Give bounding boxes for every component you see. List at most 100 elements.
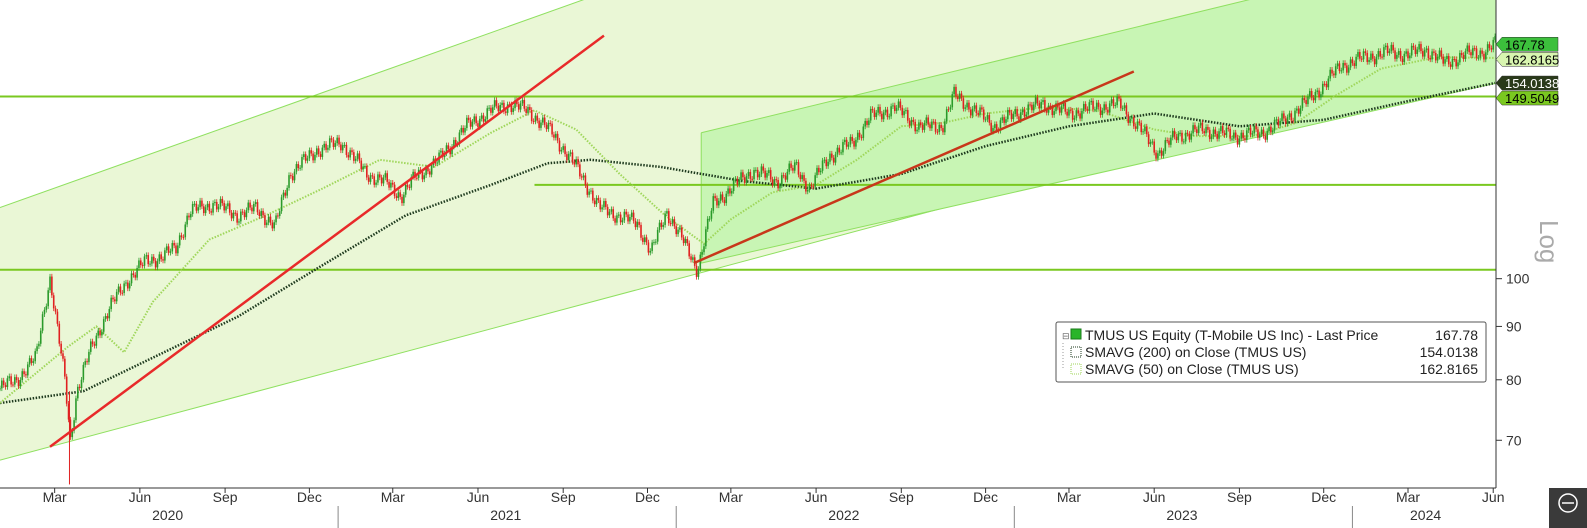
candle xyxy=(1368,59,1370,62)
candle xyxy=(964,107,967,109)
candle xyxy=(1331,69,1333,74)
candle xyxy=(486,108,489,120)
candle xyxy=(1283,113,1285,119)
candle xyxy=(1214,129,1217,134)
candle xyxy=(847,144,850,147)
legend-collapse-icon[interactable]: ⊟ xyxy=(1062,331,1070,341)
candle xyxy=(614,218,616,223)
candle xyxy=(653,242,655,244)
candle xyxy=(278,211,281,217)
candle xyxy=(1107,109,1109,113)
candle xyxy=(1403,53,1406,63)
candle xyxy=(792,167,794,171)
candle xyxy=(1386,45,1389,54)
candle xyxy=(482,115,485,122)
candle xyxy=(492,107,494,113)
candle xyxy=(1018,116,1020,121)
candle xyxy=(1001,117,1004,121)
candle xyxy=(905,110,907,112)
candle xyxy=(34,351,36,362)
y-tick-label: 90 xyxy=(1506,318,1522,334)
candle xyxy=(1251,133,1254,135)
candle xyxy=(982,109,985,120)
candle xyxy=(1372,53,1374,59)
candle xyxy=(38,343,40,347)
candle xyxy=(308,150,311,159)
candle xyxy=(1116,96,1118,106)
candle xyxy=(708,218,711,220)
candle xyxy=(962,98,965,109)
candle xyxy=(977,113,979,115)
candle xyxy=(493,100,496,108)
candle xyxy=(1396,54,1398,59)
candle xyxy=(645,237,648,243)
candle xyxy=(501,102,503,106)
candle xyxy=(1334,66,1337,76)
candle xyxy=(975,105,978,114)
candle xyxy=(955,86,957,97)
price-badge-bg xyxy=(1495,52,1559,67)
candle xyxy=(25,374,27,376)
candle xyxy=(610,209,613,212)
candle xyxy=(440,150,442,153)
candle xyxy=(366,166,368,178)
candle xyxy=(1042,100,1044,102)
candle xyxy=(1125,105,1128,115)
candle xyxy=(43,309,46,315)
candle xyxy=(404,184,407,195)
candle xyxy=(1486,44,1489,53)
candle xyxy=(69,419,72,438)
candle xyxy=(1327,78,1330,88)
candle xyxy=(1275,119,1278,121)
candle xyxy=(265,222,268,226)
candle xyxy=(73,420,75,431)
candle xyxy=(1151,141,1154,143)
candle xyxy=(451,146,453,155)
candle xyxy=(151,256,153,264)
candle xyxy=(345,144,348,155)
legend-swatch-sma50 xyxy=(1070,363,1082,375)
candle xyxy=(1353,63,1356,66)
candle xyxy=(1320,94,1322,98)
candle xyxy=(1264,135,1267,140)
candle xyxy=(640,224,642,238)
candle xyxy=(1297,108,1300,114)
candle xyxy=(1347,67,1350,73)
candle xyxy=(1470,52,1472,56)
candle xyxy=(1068,109,1070,116)
x-tick-label: Jun xyxy=(1143,489,1166,505)
legend-sma50-value: 162.8165 xyxy=(1420,361,1479,377)
candle xyxy=(938,124,941,132)
candle xyxy=(1157,153,1159,159)
candle xyxy=(47,290,49,307)
candle xyxy=(549,122,552,124)
x-tick-label: Jun xyxy=(129,489,152,505)
candle xyxy=(134,274,137,278)
candle xyxy=(530,109,533,122)
candle xyxy=(64,358,66,377)
candle xyxy=(999,120,1002,131)
candle xyxy=(1233,132,1235,139)
candle xyxy=(1158,150,1161,154)
candle xyxy=(282,192,285,198)
candle xyxy=(1149,142,1152,145)
candle xyxy=(1494,36,1496,40)
candle xyxy=(1175,136,1178,141)
candle xyxy=(947,109,950,111)
candle xyxy=(1370,53,1372,60)
candle xyxy=(210,211,212,213)
candle xyxy=(214,201,216,204)
candle xyxy=(15,377,18,381)
candle xyxy=(1073,118,1076,120)
candle xyxy=(316,148,318,155)
candle xyxy=(553,134,555,138)
chart-corner-icon[interactable] xyxy=(1549,488,1587,528)
candle xyxy=(912,119,915,122)
candle xyxy=(630,212,633,217)
candle xyxy=(1436,56,1439,61)
x-tick-label: Dec xyxy=(635,489,660,505)
candle xyxy=(219,198,222,207)
candle xyxy=(466,117,468,129)
candle xyxy=(262,210,264,216)
